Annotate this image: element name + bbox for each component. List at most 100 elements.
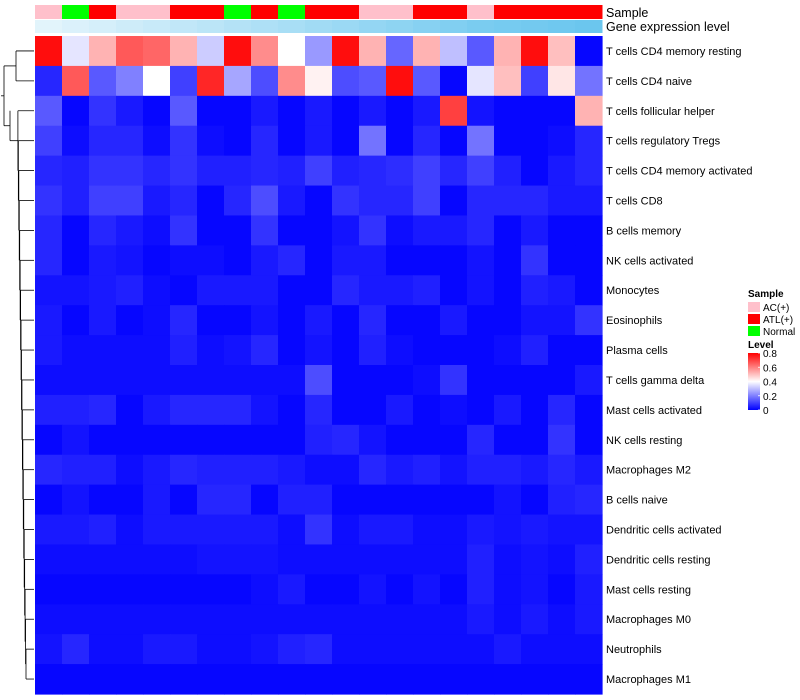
heatmap-cell xyxy=(143,185,171,217)
heatmap-cell xyxy=(251,634,279,665)
heatmap-cell xyxy=(386,514,414,546)
heatmap-cell xyxy=(305,454,333,486)
row-label: Neutrophils xyxy=(606,644,662,656)
heatmap-cell xyxy=(170,245,198,276)
heatmap-cell xyxy=(575,424,603,456)
heatmap-cell xyxy=(548,604,576,635)
heatmap-cell xyxy=(278,125,306,157)
heatmap-cell xyxy=(386,664,414,695)
heatmap-cell xyxy=(278,424,306,456)
heatmap-cell xyxy=(467,155,495,187)
heatmap-cell xyxy=(575,305,603,336)
heatmap-cell xyxy=(35,484,63,516)
legend-sample-title: Sample xyxy=(748,289,784,300)
heatmap-cell xyxy=(332,36,360,67)
heatmap-cell xyxy=(575,544,603,575)
heatmap-cell xyxy=(305,335,333,366)
heatmap-cell xyxy=(440,604,468,635)
heatmap-cell xyxy=(197,484,225,516)
expression-level-cell xyxy=(251,20,279,33)
heatmap-cell xyxy=(386,544,414,575)
heatmap-cell xyxy=(359,514,387,546)
heatmap-cell xyxy=(224,365,252,396)
heatmap-cell xyxy=(35,155,63,187)
heatmap-cell xyxy=(143,125,171,157)
heatmap-cell xyxy=(116,365,144,396)
legend-level-colorbar xyxy=(748,353,760,410)
heatmap-cell xyxy=(575,365,603,396)
heatmap-cell xyxy=(548,125,576,157)
heatmap-cell xyxy=(359,484,387,516)
heatmap-cell xyxy=(89,305,117,336)
heatmap-cell xyxy=(224,484,252,516)
heatmap-cell xyxy=(467,574,495,605)
heatmap-cell xyxy=(35,454,63,486)
gene-expression-annotation-bar xyxy=(35,20,603,33)
heatmap-cell xyxy=(467,394,495,426)
heatmap-cell xyxy=(440,275,468,306)
heatmap-cell xyxy=(386,335,414,366)
heatmap-cell xyxy=(224,215,252,246)
heatmap-cell xyxy=(575,155,603,187)
expression-level-cell xyxy=(197,20,225,33)
heatmap-cell xyxy=(440,305,468,336)
heatmap-cell xyxy=(521,634,549,665)
heatmap-cell xyxy=(170,454,198,486)
sample-annotation-cell xyxy=(170,5,198,19)
heatmap-cell xyxy=(494,305,522,336)
expression-level-cell xyxy=(521,20,549,33)
heatmap-cell xyxy=(305,275,333,306)
sample-annotation-cell xyxy=(440,5,468,19)
heatmap-cell xyxy=(251,544,279,575)
heatmap-cell xyxy=(35,365,63,396)
heatmap-cell xyxy=(143,664,171,695)
heatmap-cell xyxy=(359,454,387,486)
heatmap-cell xyxy=(494,514,522,546)
heatmap-cell xyxy=(197,215,225,246)
heatmap-cell xyxy=(89,36,117,67)
heatmap-cell xyxy=(575,574,603,605)
heatmap-cell xyxy=(440,65,468,97)
heatmap-cell xyxy=(35,215,63,246)
heatmap-cell xyxy=(575,335,603,366)
heatmap-cell xyxy=(89,574,117,605)
heatmap-cell xyxy=(494,634,522,665)
heatmap-cell xyxy=(89,275,117,306)
heatmap-cell xyxy=(575,36,603,67)
heatmap-cell xyxy=(494,215,522,246)
heatmap-cell xyxy=(62,245,90,276)
heatmap-cell xyxy=(62,604,90,635)
heatmap-cell xyxy=(35,604,63,635)
heatmap-cell xyxy=(224,245,252,276)
heatmap-cell xyxy=(521,125,549,157)
heatmap-cell xyxy=(251,424,279,456)
heatmap-cell xyxy=(386,185,414,217)
heatmap-cell xyxy=(278,514,306,546)
heatmap-cell xyxy=(521,245,549,276)
heatmap-cell xyxy=(494,394,522,426)
heatmap-cell xyxy=(116,305,144,336)
heatmap-cell xyxy=(521,574,549,605)
heatmap-cell xyxy=(521,305,549,336)
heatmap-cell xyxy=(170,544,198,575)
legend-sample-swatch xyxy=(748,326,760,336)
heatmap-cell xyxy=(332,275,360,306)
heatmap-cell xyxy=(35,125,63,157)
heatmap-cell xyxy=(251,215,279,246)
heatmap-cell xyxy=(440,365,468,396)
heatmap-cell xyxy=(62,454,90,486)
heatmap-cell xyxy=(278,634,306,665)
heatmap-cell xyxy=(548,365,576,396)
heatmap-cell xyxy=(467,185,495,217)
heatmap-cell xyxy=(332,394,360,426)
heatmap-cell xyxy=(359,36,387,67)
expression-level-cell xyxy=(575,20,603,33)
heatmap-cell xyxy=(575,484,603,516)
heatmap-cell xyxy=(251,484,279,516)
heatmap-cell xyxy=(305,394,333,426)
expression-level-cell xyxy=(89,20,117,33)
heatmap-cell xyxy=(575,65,603,97)
row-label: Macrophages M1 xyxy=(606,674,691,686)
heatmap-cell xyxy=(413,155,441,187)
heatmap-cell xyxy=(278,365,306,396)
